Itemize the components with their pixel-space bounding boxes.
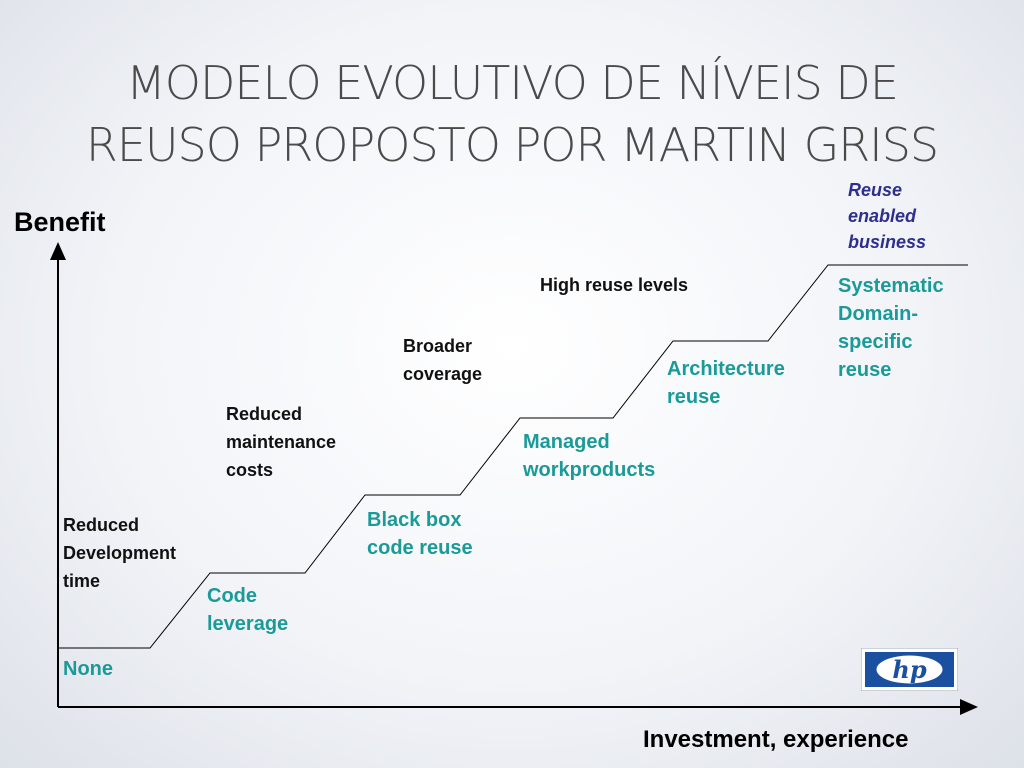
level-label-black-box: Black box code reuse bbox=[367, 509, 473, 559]
benefit-label-2: Reduced maintenance costs bbox=[226, 404, 337, 480]
slide-title: MODELO EVOLUTIVO DE NÍVEIS DE REUSO PROP… bbox=[0, 52, 1024, 176]
title-line-2: REUSO PROPOSTO POR MARTIN GRISS bbox=[85, 118, 939, 172]
hp-logo: hp bbox=[860, 647, 959, 692]
y-axis-label: Benefit bbox=[14, 207, 106, 237]
benefit-label-1: Reduced Development time bbox=[63, 515, 177, 591]
level-label-architecture: Architecture reuse bbox=[667, 358, 785, 408]
level-label-code-leverage: Code leverage bbox=[207, 585, 289, 635]
staircase-line bbox=[58, 264, 968, 649]
hp-logo-text: hp bbox=[892, 655, 926, 684]
benefit-label-4: High reuse levels bbox=[540, 275, 689, 295]
level-label-systematic: Systematic Domain- specific reuse bbox=[838, 275, 944, 381]
benefit-label-3: Broader coverage bbox=[403, 336, 483, 384]
level-label-managed: Managed workproducts bbox=[523, 431, 656, 481]
benefit-label-6: Reuse enabled business bbox=[848, 180, 927, 252]
level-label-none: None bbox=[63, 658, 113, 680]
x-axis-label: Investment, experience bbox=[643, 726, 909, 753]
title-line-1: MODELO EVOLUTIVO DE NÍVEIS DE bbox=[126, 56, 899, 110]
